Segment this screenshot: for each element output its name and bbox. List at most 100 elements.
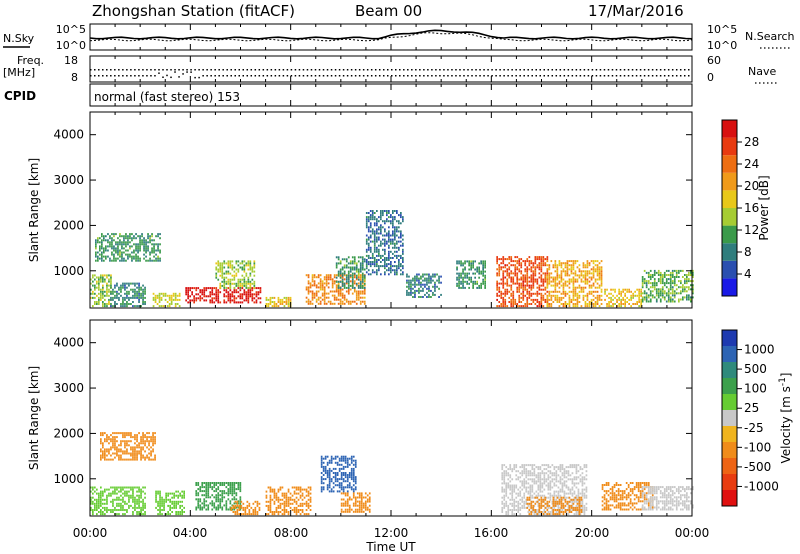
heatmap-cell xyxy=(430,296,432,298)
heatmap-cell xyxy=(239,482,242,484)
nave-point xyxy=(555,69,558,71)
heatmap-cell xyxy=(554,282,557,285)
heatmap-cell xyxy=(92,511,94,513)
heatmap-cell xyxy=(97,255,99,258)
heatmap-cell xyxy=(402,234,404,237)
heatmap-cell xyxy=(367,238,370,241)
heatmap-cell xyxy=(239,289,242,292)
heatmap-cell xyxy=(181,494,183,497)
heatmap-cell xyxy=(221,496,224,499)
heatmap-cell xyxy=(566,266,569,269)
heatmap-cell xyxy=(326,486,329,489)
heatmap-cell xyxy=(235,289,238,292)
heatmap-cell xyxy=(94,278,96,281)
heatmap-cell xyxy=(663,271,666,274)
nave-point xyxy=(643,69,646,71)
frequency-point xyxy=(511,75,513,77)
heatmap-cell xyxy=(173,494,175,497)
heatmap-cell xyxy=(124,513,126,516)
heatmap-cell xyxy=(406,279,408,282)
heatmap-cell xyxy=(550,290,553,293)
heatmap-cell xyxy=(360,494,363,497)
heatmap-cell xyxy=(338,463,341,466)
heatmap-cell xyxy=(135,259,137,262)
heatmap-cell xyxy=(319,296,322,299)
heatmap-cell xyxy=(462,278,464,281)
heatmap-cell xyxy=(390,261,392,263)
heatmap-cell xyxy=(211,486,214,489)
heatmap-cell xyxy=(171,506,173,509)
heatmap-cell xyxy=(142,504,144,507)
heatmap-cell xyxy=(678,280,680,283)
heatmap-cell xyxy=(245,286,248,289)
heatmap-cell xyxy=(122,282,124,285)
heatmap-cell xyxy=(154,442,156,445)
heatmap-cell xyxy=(118,298,120,301)
heatmap-cell xyxy=(311,274,314,277)
heatmap-cell xyxy=(502,305,505,308)
heatmap-cell xyxy=(340,492,343,495)
heatmap-cell xyxy=(513,502,516,505)
heatmap-cell xyxy=(313,292,316,295)
heatmap-cell xyxy=(355,298,358,301)
heatmap-cell xyxy=(390,265,392,268)
heatmap-cell xyxy=(456,260,458,263)
heatmap-cell xyxy=(158,294,161,297)
heatmap-cell xyxy=(518,290,521,293)
heatmap-cell xyxy=(251,270,254,273)
heatmap-cell xyxy=(680,269,682,272)
heatmap-cell xyxy=(233,484,236,486)
heatmap-cell xyxy=(496,286,498,289)
heatmap-cell xyxy=(273,496,276,499)
heatmap-cell xyxy=(426,279,428,282)
noise-search-series xyxy=(89,32,693,42)
heatmap-cell xyxy=(346,457,349,460)
heatmap-cell xyxy=(507,513,510,516)
heatmap-cell xyxy=(181,490,183,493)
frequency-point xyxy=(158,72,160,74)
heatmap-cell xyxy=(434,275,436,278)
heatmap-cell xyxy=(394,254,396,257)
heatmap-cell xyxy=(598,298,601,301)
heatmap-cell xyxy=(610,292,612,295)
heatmap-cell xyxy=(299,488,302,491)
heatmap-cell xyxy=(546,294,549,297)
heatmap-cell xyxy=(225,500,228,503)
heatmap-cell xyxy=(588,303,591,305)
heatmap-cell xyxy=(680,286,682,289)
heatmap-cell xyxy=(544,258,547,261)
heatmap-cell xyxy=(338,490,341,493)
heatmap-cell xyxy=(221,482,224,484)
heatmap-cell xyxy=(227,282,230,285)
heatmap-cell xyxy=(229,284,232,287)
heatmap-cell xyxy=(128,452,130,455)
heatmap-cell xyxy=(309,284,312,287)
frequency-point xyxy=(519,75,521,77)
heatmap-cell xyxy=(394,216,396,219)
heatmap-cell xyxy=(440,293,442,296)
frequency-point xyxy=(134,75,136,77)
heatmap-cell xyxy=(172,298,175,301)
heatmap-cell xyxy=(355,274,358,277)
heatmap-cell xyxy=(363,276,366,279)
heatmap-cell xyxy=(110,278,112,281)
heatmap-cell xyxy=(400,240,402,243)
heatmap-cell xyxy=(357,270,360,273)
heatmap-cell xyxy=(140,496,142,499)
nave-point xyxy=(358,69,361,71)
heatmap-cell xyxy=(606,303,608,305)
heatmap-cell xyxy=(103,259,105,262)
heatmap-cell xyxy=(150,454,152,457)
heatmap-cell xyxy=(502,266,505,269)
heatmap-cell xyxy=(562,262,565,265)
heatmap-cell xyxy=(126,301,128,303)
nave-point xyxy=(206,69,208,71)
heatmap-cell xyxy=(215,508,218,511)
heatmap-cell xyxy=(535,500,538,503)
heatmap-cell xyxy=(508,262,511,265)
heatmap-cell xyxy=(538,256,541,259)
heatmap-cell xyxy=(335,286,338,289)
heatmap-cell xyxy=(143,237,145,240)
heatmap-cell xyxy=(277,298,280,301)
heatmap-cell xyxy=(390,250,392,253)
